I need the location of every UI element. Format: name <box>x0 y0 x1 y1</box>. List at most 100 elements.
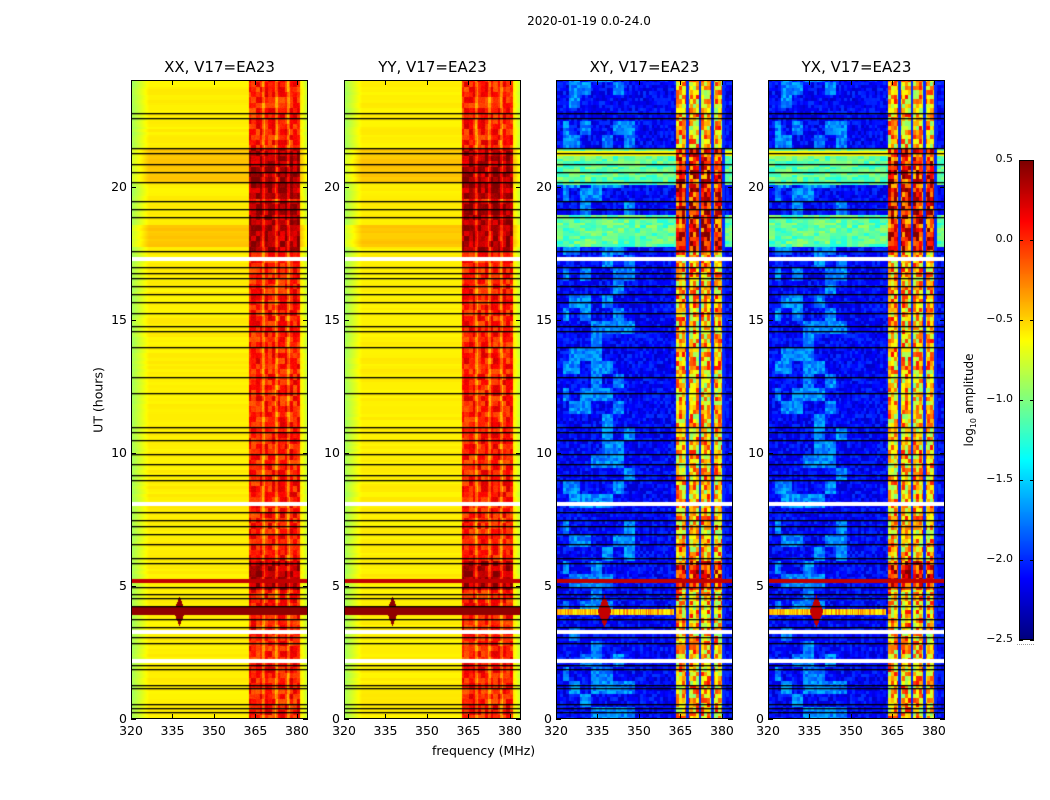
x-tick-mark <box>933 80 935 85</box>
y-tick-mark <box>303 452 308 454</box>
colorbar-label: log10 amplitude <box>961 353 979 447</box>
x-tick-mark <box>172 80 174 85</box>
x-tick-mark <box>638 714 640 719</box>
colorbar-tick-label: −2.5 <box>986 632 1013 645</box>
y-tick-label: 0 <box>332 711 340 726</box>
figure-title: 2020-01-19 0.0-24.0 <box>527 14 651 28</box>
x-tick-mark <box>426 80 428 85</box>
panel-title: XY, V17=EA23 <box>589 58 700 76</box>
y-tick-mark <box>556 319 561 321</box>
x-tick-mark <box>296 80 298 85</box>
x-tick-mark <box>426 714 428 719</box>
colorbar-tick-mark <box>1019 560 1023 561</box>
y-tick-mark <box>728 585 733 587</box>
y-tick-mark <box>940 319 945 321</box>
y-tick-mark <box>768 719 773 720</box>
y-tick-mark <box>556 452 561 454</box>
x-tick-label: 365 <box>456 723 481 738</box>
y-tick-mark <box>728 719 733 720</box>
colorbar-tick-label: −2.0 <box>986 552 1013 565</box>
y-tick-mark <box>728 186 733 188</box>
x-tick-label: 335 <box>160 723 185 738</box>
x-tick-label: 365 <box>243 723 268 738</box>
y-tick-mark <box>131 585 136 587</box>
x-tick-mark <box>172 714 174 719</box>
x-tick-mark <box>255 80 257 85</box>
x-tick-mark <box>768 714 769 719</box>
x-axis-label: frequency (MHz) <box>432 743 536 758</box>
colorbar-tick-label: −0.5 <box>986 312 1013 325</box>
x-tick-mark <box>131 714 132 719</box>
x-tick-label: 320 <box>332 723 356 738</box>
x-tick-label: 380 <box>710 723 734 738</box>
x-tick-label: 320 <box>756 723 780 738</box>
y-tick-mark <box>556 186 561 188</box>
y-tick-mark <box>768 585 773 587</box>
y-tick-mark <box>344 719 349 720</box>
colorbar-tick-mark <box>1019 320 1023 321</box>
y-tick-mark <box>728 452 733 454</box>
x-tick-label: 380 <box>285 723 309 738</box>
y-tick-mark <box>344 452 349 454</box>
y-tick-label: 0 <box>544 711 552 726</box>
x-tick-mark <box>344 714 345 719</box>
y-tick-label: 10 <box>324 444 340 460</box>
y-tick-mark <box>131 452 136 454</box>
y-tick-mark <box>768 186 773 188</box>
panel-title: YY, V17=EA23 <box>378 58 487 76</box>
heatmap-panel-xy <box>556 80 733 719</box>
y-tick-mark <box>131 719 136 720</box>
x-tick-mark <box>809 714 811 719</box>
x-tick-mark <box>638 80 640 85</box>
x-tick-label: 380 <box>498 723 522 738</box>
x-tick-mark <box>385 714 387 719</box>
y-tick-label: 5 <box>332 577 340 593</box>
y-tick-label: 5 <box>756 577 764 593</box>
x-tick-label: 380 <box>922 723 946 738</box>
y-tick-mark <box>940 452 945 454</box>
y-tick-mark <box>768 452 773 454</box>
heatmap-panel-yy <box>344 80 521 719</box>
y-tick-label: 5 <box>544 577 552 593</box>
x-tick-mark <box>721 80 723 85</box>
y-tick-label: 15 <box>324 311 340 327</box>
panel-title: XX, V17=EA23 <box>164 58 275 76</box>
x-tick-label: 365 <box>668 723 693 738</box>
x-tick-label: 365 <box>880 723 905 738</box>
y-tick-label: 20 <box>536 178 552 194</box>
x-tick-mark <box>809 80 811 85</box>
y-tick-mark <box>516 452 521 454</box>
heatmap-image <box>345 81 520 718</box>
y-tick-label: 0 <box>756 711 764 726</box>
y-tick-mark <box>768 319 773 321</box>
colorbar-tick-mark <box>1019 400 1023 401</box>
y-tick-mark <box>303 319 308 321</box>
x-tick-label: 350 <box>202 723 226 738</box>
panel-title: YX, V17=EA23 <box>801 58 912 76</box>
x-tick-mark <box>680 714 682 719</box>
y-tick-mark <box>516 719 521 720</box>
x-tick-mark <box>213 714 215 719</box>
x-tick-mark <box>296 714 298 719</box>
x-tick-mark <box>468 80 470 85</box>
x-tick-mark <box>509 80 511 85</box>
colorbar-tick-mark <box>1030 560 1034 561</box>
y-tick-label: 10 <box>748 444 764 460</box>
y-tick-mark <box>344 186 349 188</box>
x-tick-label: 350 <box>415 723 439 738</box>
colorbar-tick-mark <box>1030 240 1034 241</box>
x-tick-mark <box>213 80 215 85</box>
y-tick-mark <box>344 319 349 321</box>
y-tick-mark <box>516 585 521 587</box>
y-tick-label: 0 <box>119 711 127 726</box>
heatmap-panel-xx <box>131 80 308 719</box>
colorbar-tick-mark <box>1030 320 1034 321</box>
x-tick-mark <box>721 714 723 719</box>
x-tick-mark <box>850 714 852 719</box>
x-tick-mark <box>556 80 557 85</box>
heatmap-image <box>769 81 944 718</box>
y-tick-label: 10 <box>111 444 127 460</box>
colorbar-tick-mark <box>1019 160 1023 161</box>
y-tick-mark <box>303 186 308 188</box>
y-tick-mark <box>516 186 521 188</box>
